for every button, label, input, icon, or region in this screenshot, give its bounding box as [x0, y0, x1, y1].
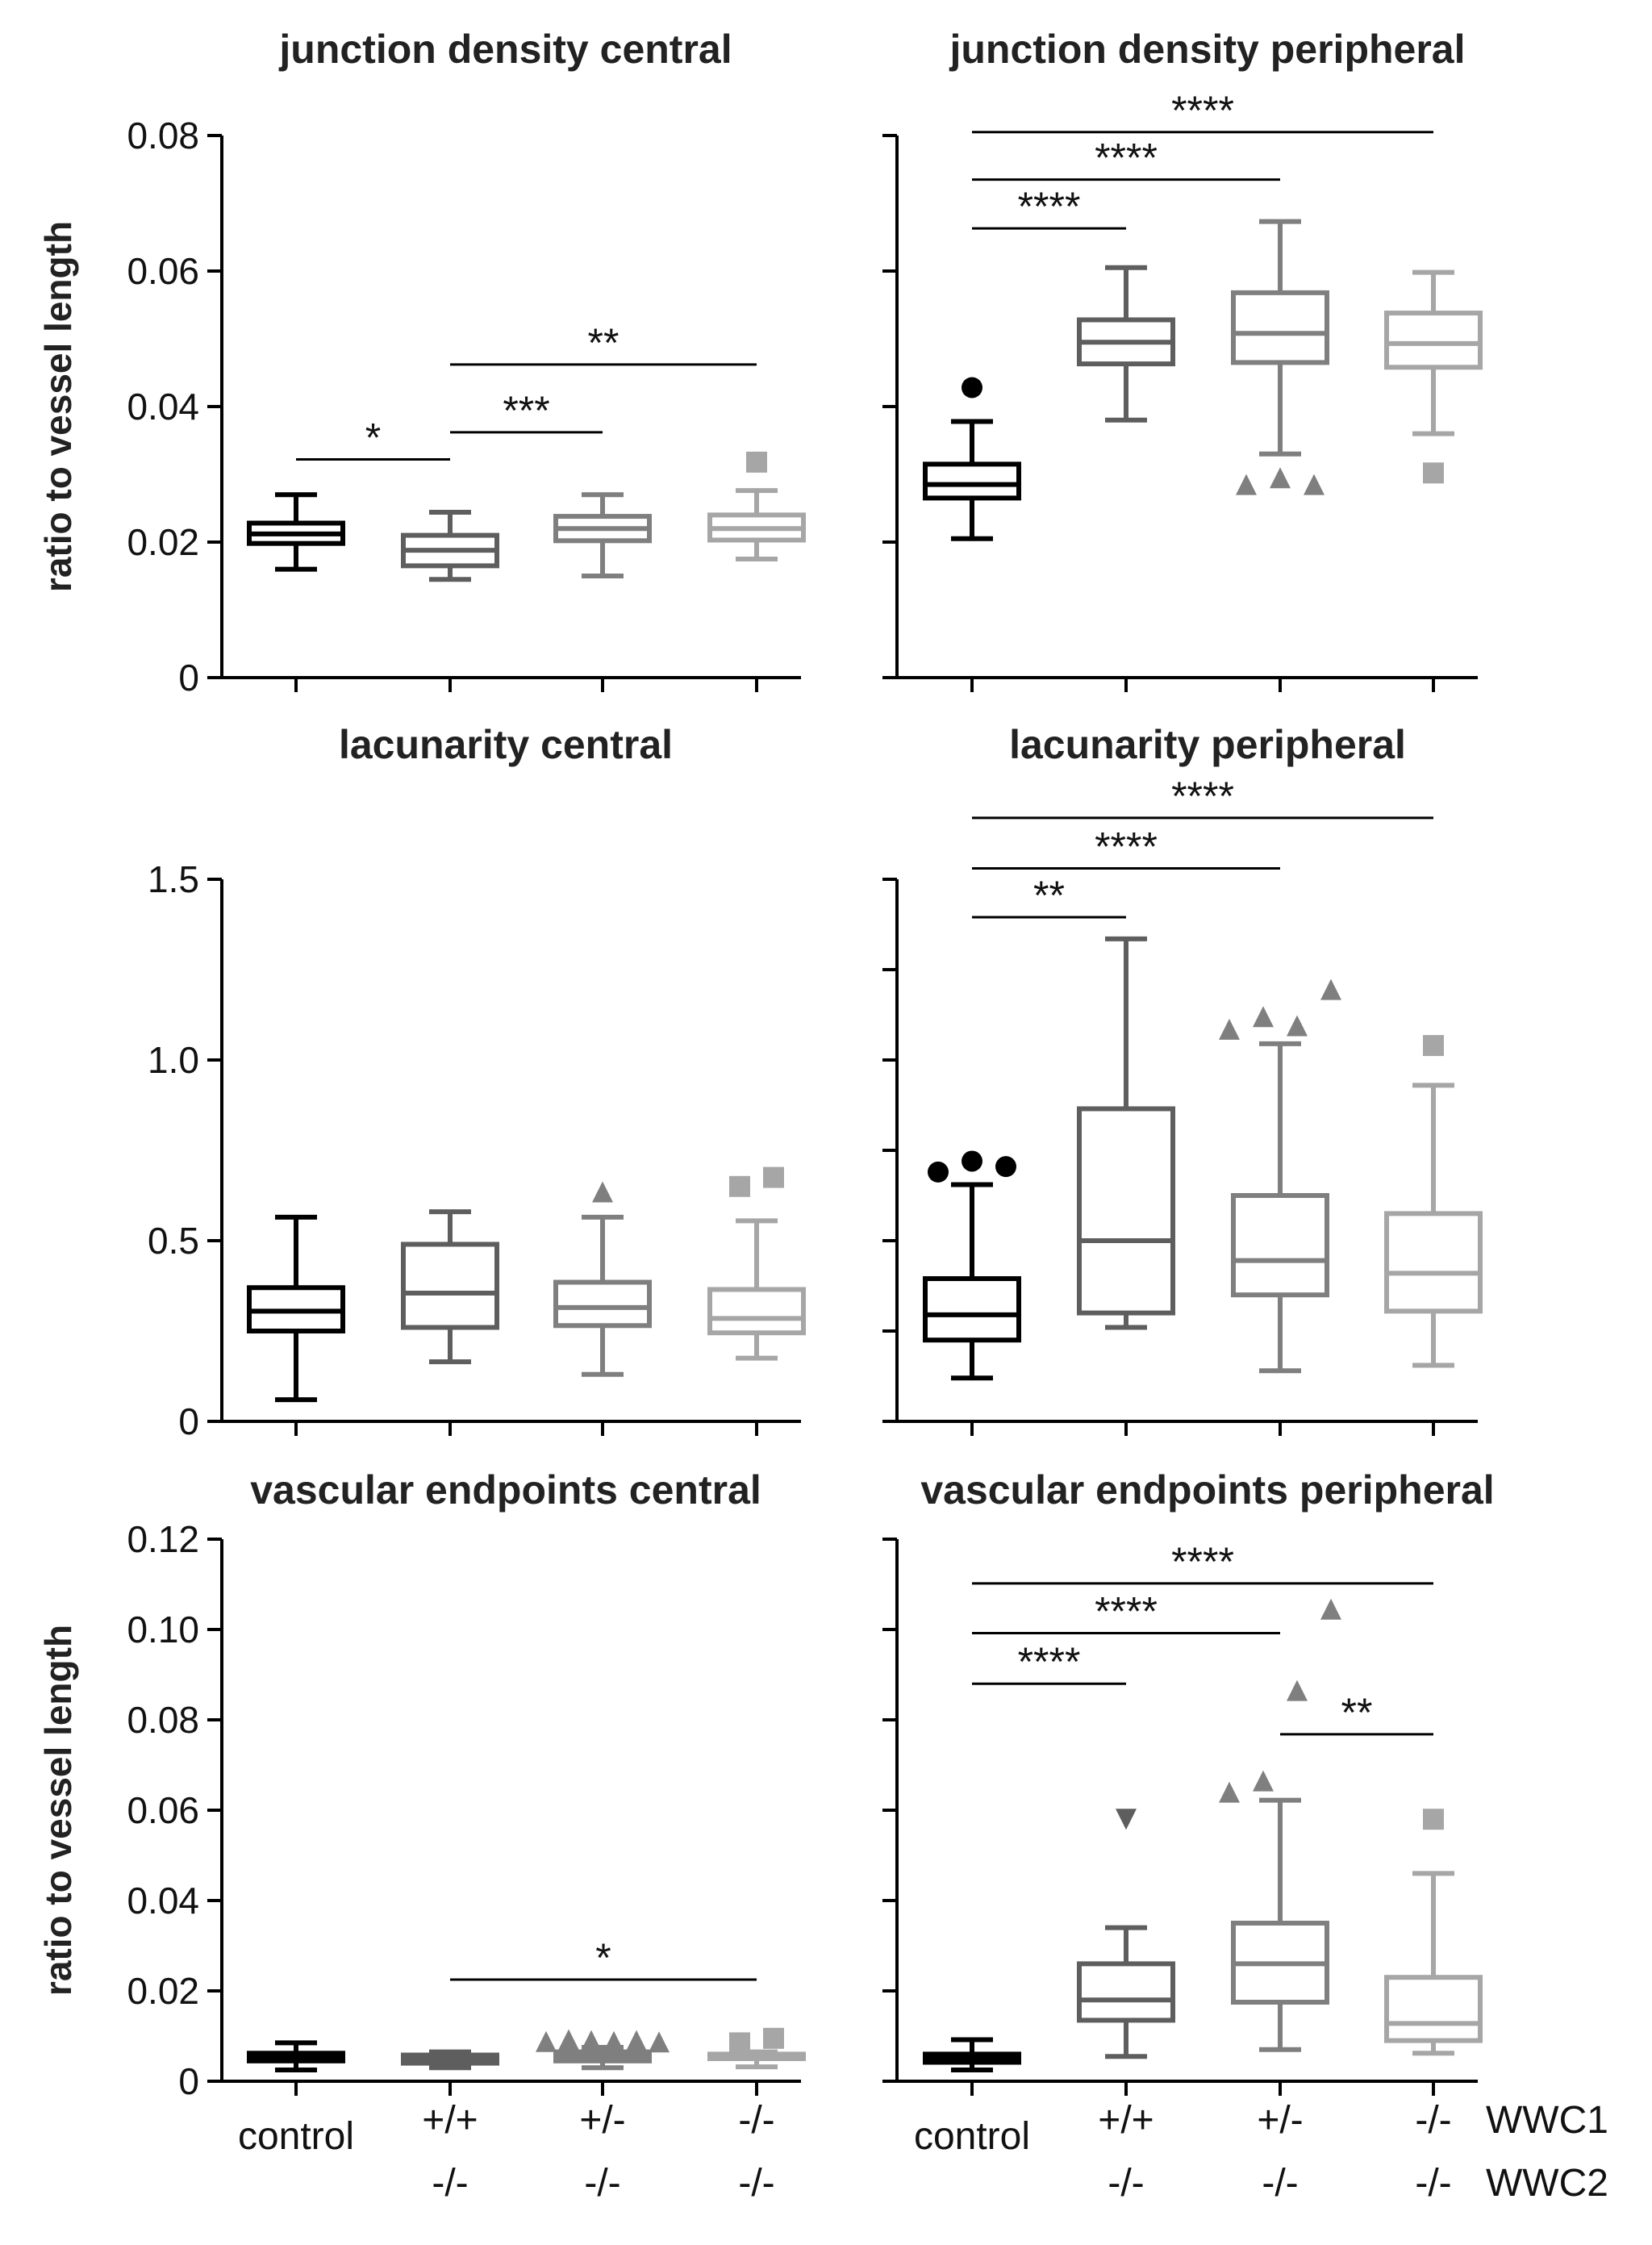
panel-4-significance-label: ****	[1171, 774, 1234, 819]
panel-2-significance-label: ****	[1095, 136, 1158, 181]
panel-5-y-tick-label: 0.08	[127, 1699, 199, 1741]
panel-4-wwc1-mm-box	[1384, 1211, 1483, 1314]
panel-4-control-box	[923, 1276, 1021, 1343]
panel-3-y-tick-label: 0	[178, 1400, 199, 1442]
panel-1-y-tick-label: 0.04	[127, 386, 199, 428]
x-label-g2-wwc2-left: -/-	[432, 2162, 468, 2205]
panel-5-y-tick-label: 0	[178, 2060, 199, 2102]
panel-6-wwc1-pm-outlier	[1320, 1598, 1341, 1620]
panel-6-wwc1-pp-outlier	[1116, 1809, 1137, 1830]
panel-1-significance-label: *	[365, 415, 381, 461]
panel-1-y-tick-label: 0	[178, 657, 199, 699]
panel-6-significance-label: ****	[1018, 1639, 1081, 1684]
panel-3-y-tick-label: 1.5	[148, 858, 199, 900]
panel-6-significance-label: ****	[1171, 1539, 1234, 1584]
x-label-g3-wwc1-right: +/-	[1257, 2099, 1303, 2142]
panel-3-wwc1-pm-outlier	[592, 1181, 613, 1203]
panel-5-y-tick-label: 0.12	[127, 1518, 199, 1560]
panel-3-title: lacunarity central	[339, 722, 673, 767]
panel-6-wwc1-pm-outlier	[1219, 1781, 1240, 1803]
panel-3-y-tick-label: 0.5	[148, 1220, 199, 1262]
panel-4-wwc1-pm-outlier	[1253, 1006, 1274, 1028]
x-label-g2-wwc1-right: +/+	[1098, 2099, 1153, 2142]
panel-6-wwc1-pp-box	[1077, 1961, 1175, 2023]
panel-5-title: vascular endpoints central	[250, 1467, 761, 1513]
panel-5-y-axis-label: ratio to vessel length	[37, 1625, 79, 1996]
panel-2-wwc1-pm-outlier	[1236, 474, 1257, 495]
panel-3-wwc1-mm-outlier	[763, 1166, 784, 1188]
x-label-wwc2: WWC2	[1486, 2162, 1608, 2205]
panel-4-wwc1-pm-outlier	[1219, 1018, 1240, 1040]
panel-5-wwc1-pm-outlier	[536, 2030, 557, 2052]
x-label-control-left: control	[238, 2115, 354, 2158]
panel-4-control-outlier	[928, 1161, 949, 1183]
panel-5-wwc1-pm-outlier	[581, 2030, 602, 2051]
panel-1-significance-label: ***	[503, 388, 549, 433]
panel-6-wwc1-mm-outlier	[1423, 1809, 1444, 1830]
panel-5-significance-label: *	[595, 1935, 611, 1980]
x-label-control-right: control	[914, 2115, 1030, 2158]
panel-4-wwc1-pm-outlier	[1320, 979, 1341, 1000]
panel-2-wwc1-pm-outlier	[1270, 467, 1291, 489]
panel-6-wwc1-mm-box	[1384, 1975, 1483, 2043]
panel-2-wwc1-pm-box	[1231, 290, 1329, 365]
x-label-g2-wwc1-left: +/+	[422, 2099, 478, 2142]
panel-6-significance-label: ****	[1095, 1588, 1158, 1634]
panel-2-significance-label: ****	[1018, 184, 1081, 229]
panel-5-wwc1-pm-outlier	[603, 2030, 624, 2052]
panel-5-y-tick-label: 0.06	[127, 1789, 199, 1831]
panel-4-wwc1-pm-outlier	[1287, 1015, 1308, 1037]
x-label-g4-wwc1-left: -/-	[738, 2099, 774, 2142]
panel-5-wwc1-pm-outlier	[558, 2029, 579, 2051]
panel-1-y-tick-label: 0.06	[127, 250, 199, 292]
panel-6-wwc1-pm-outlier	[1253, 1770, 1274, 1792]
panel-5-wwc1-pm-outlier	[626, 2030, 647, 2051]
x-label-wwc1: WWC1	[1486, 2099, 1608, 2142]
x-label-g4-wwc1-right: -/-	[1415, 2099, 1451, 2142]
panel-3-wwc1-pp-box	[401, 1241, 499, 1330]
panel-5-wwc1-mm-outlier	[763, 2027, 784, 2049]
x-label-g3-wwc2-left: -/-	[584, 2162, 620, 2205]
panel-2-wwc1-mm-outlier	[1423, 462, 1444, 484]
panel-2-wwc1-mm-box	[1384, 311, 1483, 370]
panel-1-significance-label: **	[588, 320, 620, 365]
panel-5-wwc1-mm-outlier	[729, 2032, 750, 2054]
panel-5-wwc1-pm-outlier	[649, 2031, 670, 2053]
panel-2-control-box	[923, 461, 1021, 501]
panel-2-title: junction density peripheral	[949, 27, 1466, 72]
x-label-g3-wwc2-right: -/-	[1262, 2162, 1298, 2205]
x-label-g4-wwc2-right: -/-	[1415, 2162, 1451, 2205]
panel-1-y-tick-label: 0.08	[127, 115, 199, 156]
panel-3-wwc1-mm-outlier	[729, 1175, 750, 1197]
panel-6-significance-label: **	[1341, 1690, 1373, 1735]
x-label-g2-wwc2-right: -/-	[1108, 2162, 1144, 2205]
panel-5-y-tick-label: 0.10	[127, 1609, 199, 1650]
panel-3-wwc1-pm-box	[553, 1279, 652, 1329]
panel-4-wwc1-pm-box	[1231, 1193, 1329, 1298]
panel-5-y-tick-label: 0.02	[127, 1970, 199, 2012]
panel-5-y-tick-label: 0.04	[127, 1880, 199, 1922]
panel-1-wwc1-mm-outlier	[746, 451, 767, 473]
panel-1-title: junction density central	[278, 27, 732, 72]
panel-2-control-outlier	[962, 377, 982, 399]
panel-4-title: lacunarity peripheral	[1009, 722, 1406, 767]
panel-4-wwc1-mm-outlier	[1423, 1035, 1444, 1057]
panel-1-y-axis-label: ratio to vessel length	[37, 221, 79, 592]
panel-3-y-tick-label: 1.0	[148, 1039, 199, 1081]
panel-4-significance-label: **	[1033, 873, 1065, 918]
x-label-g3-wwc1-left: +/-	[579, 2099, 625, 2142]
panel-4-wwc1-pp-box	[1077, 1106, 1175, 1316]
panel-1-y-tick-label: 0.02	[127, 521, 199, 563]
panel-2-wwc1-pm-outlier	[1304, 474, 1325, 495]
panel-3-wwc1-mm-box	[707, 1287, 806, 1336]
panel-2-significance-label: ****	[1171, 88, 1234, 133]
panel-4-significance-label: ****	[1095, 824, 1158, 870]
x-label-g4-wwc2-left: -/-	[738, 2162, 774, 2205]
panel-6-wwc1-pm-outlier	[1287, 1680, 1308, 1701]
panel-4-control-outlier	[962, 1150, 982, 1172]
panel-6-title: vascular endpoints peripheral	[920, 1467, 1494, 1513]
panel-4-control-outlier	[995, 1156, 1016, 1178]
